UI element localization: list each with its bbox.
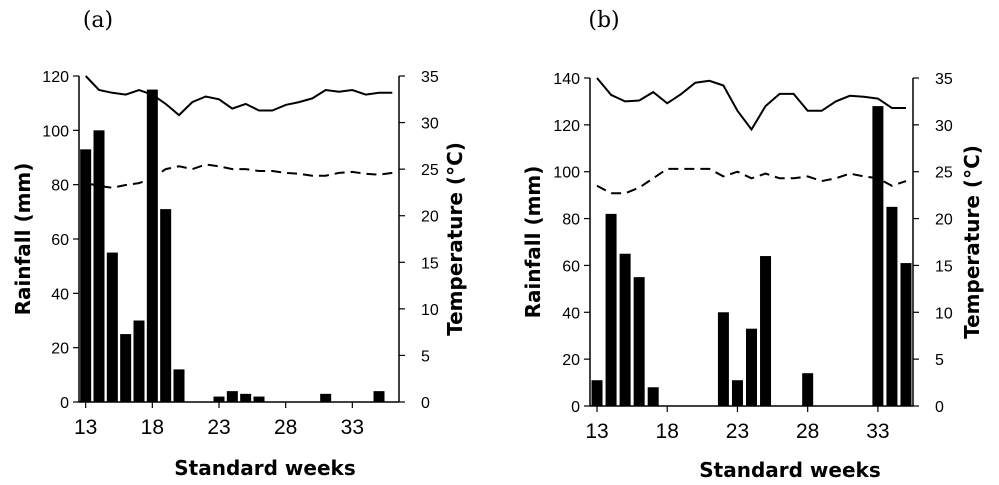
rainfall-bar xyxy=(872,106,884,406)
x-tick-label: 13 xyxy=(74,416,97,439)
rainfall-bar xyxy=(591,380,603,406)
rainfall-bar xyxy=(173,369,185,402)
y2-tick-label: 30 xyxy=(421,116,439,133)
max-temperature-line xyxy=(84,75,393,117)
y-tick-label: 80 xyxy=(562,212,580,229)
y2-tick-label: 25 xyxy=(935,165,953,182)
y-tick-label: 40 xyxy=(51,286,69,303)
y-tick-label: 60 xyxy=(562,258,580,275)
x-tick-label: 13 xyxy=(585,420,608,443)
rainfall-bar xyxy=(120,334,132,402)
rainfall-bar xyxy=(900,263,912,406)
y2-axis-title: Temperature (°C) xyxy=(960,145,984,339)
x-axis-title: Standard weeks xyxy=(699,458,880,482)
y2-tick-label: 10 xyxy=(935,305,953,322)
x-tick-label: 18 xyxy=(141,416,164,439)
rainfall-bar xyxy=(106,252,118,402)
y-tick-label: 60 xyxy=(51,232,69,249)
rainfall-bar xyxy=(647,387,659,406)
rainfall-bar xyxy=(633,277,645,406)
y2-tick-label: 0 xyxy=(935,399,944,416)
y-tick-label: 0 xyxy=(571,399,580,416)
y-tick-label: 80 xyxy=(51,178,69,195)
y2-tick-label: 35 xyxy=(935,71,953,88)
y2-tick-label: 20 xyxy=(421,209,439,226)
rainfall-bar xyxy=(802,373,814,406)
y2-tick-label: 5 xyxy=(421,348,430,365)
y2-tick-label: 10 xyxy=(421,302,439,319)
y-axis-title: Rainfall (mm) xyxy=(521,166,545,319)
y-tick-label: 100 xyxy=(42,123,69,140)
min-temperature-line xyxy=(85,163,393,189)
rainfall-bar xyxy=(253,396,265,402)
rainfall-bar xyxy=(605,213,617,406)
y-tick-label: 20 xyxy=(51,341,69,358)
y-tick-label: 20 xyxy=(562,352,580,369)
rainfall-bar xyxy=(619,253,631,406)
y2-axis-title: Temperature (°C) xyxy=(443,142,467,336)
rainfall-bar xyxy=(746,328,757,406)
y-axis-title: Rainfall (mm) xyxy=(11,163,35,316)
x-tick-label: 33 xyxy=(341,416,364,439)
x-tick-label: 18 xyxy=(656,420,679,443)
rainfall-bar xyxy=(731,380,743,406)
y2-tick-label: 15 xyxy=(421,255,439,272)
panel-label: (b) xyxy=(588,8,619,33)
y2-tick-label: 20 xyxy=(935,212,953,229)
y2-tick-label: 35 xyxy=(421,69,439,86)
rainfall-bar xyxy=(760,256,772,406)
y2-tick-label: 15 xyxy=(935,258,953,275)
y-tick-label: 100 xyxy=(553,165,580,182)
x-tick-label: 33 xyxy=(866,420,889,443)
rainfall-bar xyxy=(886,206,898,406)
rainfall-bar xyxy=(133,320,145,402)
max-temperature-line xyxy=(596,77,906,132)
y-tick-label: 40 xyxy=(562,305,580,322)
y-tick-label: 120 xyxy=(553,118,580,135)
rainfall-bar xyxy=(717,312,729,406)
y-tick-label: 140 xyxy=(553,71,580,88)
y2-tick-label: 0 xyxy=(421,395,430,412)
x-tick-label: 23 xyxy=(207,416,230,439)
rainfall-bar xyxy=(373,391,385,402)
rainfall-bar xyxy=(240,393,252,402)
rainfall-bar xyxy=(160,209,172,402)
x-tick-label: 23 xyxy=(726,420,749,443)
rainfall-bar xyxy=(226,391,238,402)
rainfall-bar xyxy=(146,89,158,402)
y-tick-label: 120 xyxy=(42,69,69,86)
rainfall-bar xyxy=(93,130,105,403)
min-temperature-line xyxy=(596,167,907,195)
x-tick-label: 28 xyxy=(274,416,297,439)
rainfall-bar xyxy=(320,393,332,402)
x-tick-label: 28 xyxy=(796,420,819,443)
rainfall-bar xyxy=(80,149,92,402)
y2-tick-label: 5 xyxy=(935,352,944,369)
y2-tick-label: 25 xyxy=(421,162,439,179)
panel-b-chart: (b) 0 20 40 60 80 100 120 140 0 5 10 15 20 25 30 35 13 18 2… xyxy=(521,8,984,482)
panel-a-chart: (a) 0 20 40 60 80 100 120 0 5 10 15 20 25 30 35 13 18 23 28… xyxy=(11,8,467,480)
y2-tick-label: 30 xyxy=(935,118,953,135)
y-tick-label: 0 xyxy=(60,395,69,412)
x-axis-title: Standard weeks xyxy=(174,456,355,480)
rainfall-bar xyxy=(213,396,225,402)
panel-label: (a) xyxy=(83,8,113,33)
